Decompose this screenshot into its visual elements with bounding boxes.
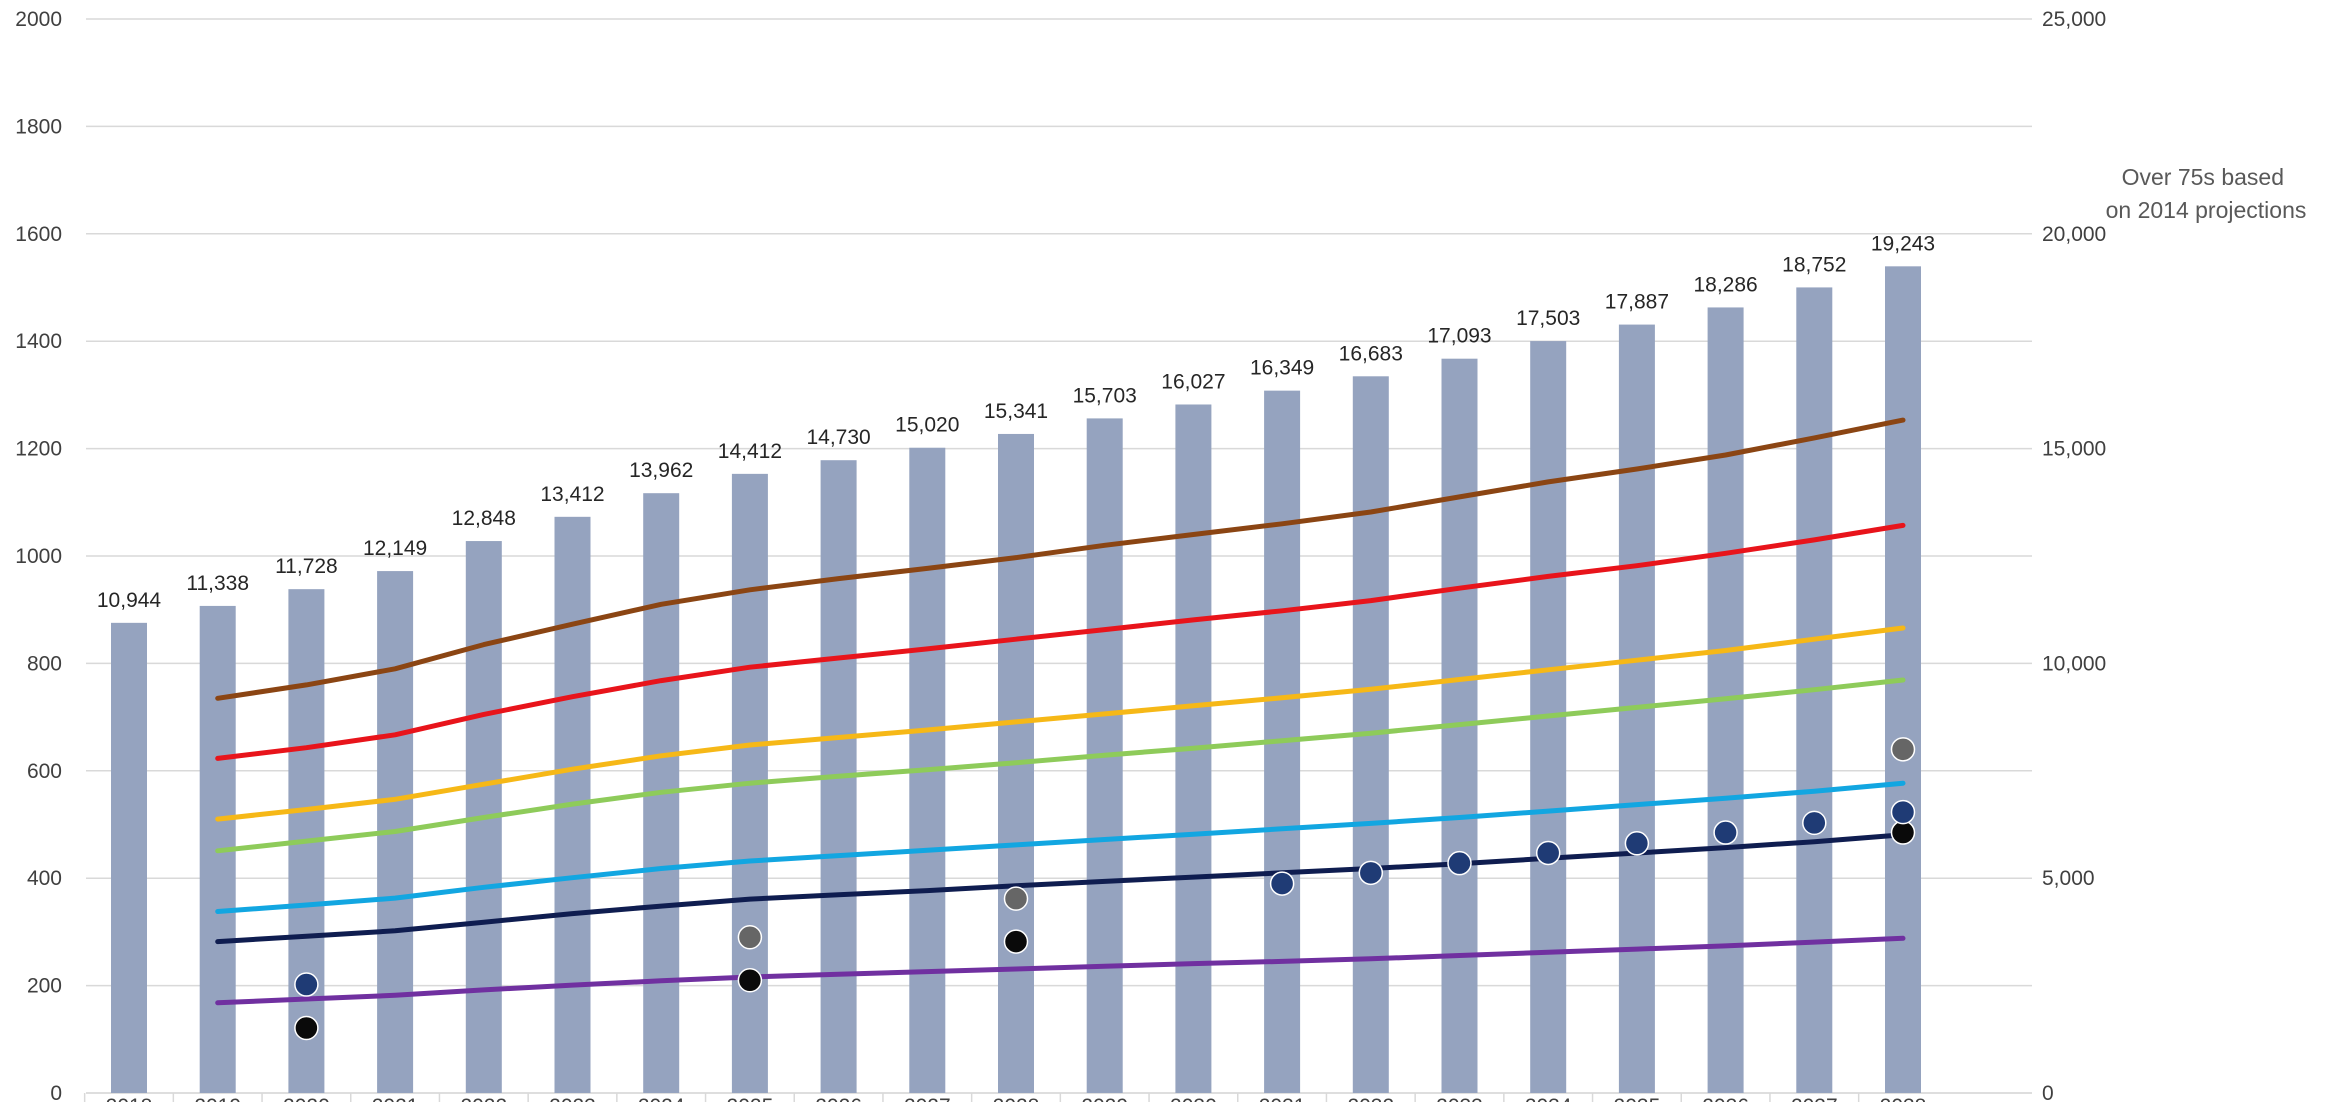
- y2-axis-title-line-1: Over 75s based: [2122, 164, 2284, 190]
- bar-data-label: 17,093: [1427, 325, 1491, 348]
- y-tick-label: 1000: [15, 545, 62, 568]
- bar-data-label: 12,149: [363, 537, 427, 560]
- marker-point: [1713, 820, 1738, 845]
- x-tick-label: 2019: [194, 1095, 241, 1102]
- bar-data-label: 13,962: [629, 459, 693, 482]
- marker-point: [294, 1015, 319, 1041]
- y-axis-right-ticks: 0 5,000 10,000 15,000 20,000 25,000: [2042, 8, 2106, 1102]
- marker-point: [1624, 831, 1650, 856]
- marker-series: [294, 737, 1916, 1041]
- series-line: [215, 522, 1906, 761]
- x-tick-label: 2020: [283, 1095, 330, 1102]
- bar-data-label: 14,730: [806, 426, 870, 449]
- bar-data-label: 11,728: [275, 555, 338, 578]
- x-tick-label: 2034: [1525, 1095, 1572, 1102]
- marker-point: [1890, 820, 1916, 845]
- series-line: [215, 417, 1906, 701]
- bar-data-label: 13,412: [540, 483, 604, 506]
- marker-point: [737, 925, 763, 950]
- y2-tick-label: 25,000: [2042, 8, 2106, 31]
- bar-data-label: 15,703: [1073, 384, 1137, 407]
- bar-data-label: 15,341: [984, 400, 1048, 423]
- marker-point: [1447, 850, 1472, 876]
- bar: [111, 622, 147, 1093]
- bar-data-label: 18,286: [1693, 273, 1757, 296]
- series-line: [215, 780, 1906, 914]
- marker-point: [1890, 799, 1916, 825]
- y-tick-label: 200: [27, 975, 62, 998]
- y2-tick-label: 15,000: [2042, 438, 2106, 461]
- marker-point: [737, 967, 763, 993]
- y-tick-label: 1200: [15, 438, 62, 461]
- bar-data-label: 18,752: [1782, 253, 1846, 276]
- bar-data-label: 17,887: [1605, 291, 1669, 314]
- x-tick-label: 2032: [1347, 1095, 1394, 1102]
- bar-data-label: 16,349: [1250, 357, 1314, 380]
- x-tick-label: 2033: [1436, 1095, 1483, 1102]
- bar-data-label: 15,020: [895, 414, 959, 437]
- y-tick-label: 800: [27, 652, 62, 675]
- marker-point: [1003, 886, 1029, 911]
- y-axis-left-ticks: 0 200 400 600 800 1000 1200 1400 1600 1800 2000: [15, 8, 62, 1102]
- marker-point: [1535, 840, 1561, 866]
- x-tick-label: 2021: [372, 1095, 419, 1102]
- bar-data-label: 11,338: [186, 572, 249, 595]
- series-line: [215, 625, 1906, 822]
- x-tick-label: 2023: [549, 1095, 596, 1102]
- line-series: [215, 417, 1906, 1006]
- bar-data-label: 19,243: [1871, 232, 1935, 255]
- y-tick-label: 2000: [15, 8, 62, 31]
- x-tick-label: 2025: [727, 1095, 774, 1102]
- marker-point: [294, 972, 319, 997]
- y2-tick-label: 0: [2042, 1082, 2054, 1102]
- marker-point: [1802, 810, 1827, 836]
- bar-data-label: 14,412: [718, 440, 782, 463]
- x-tick-label: 2036: [1702, 1095, 1749, 1102]
- y2-axis-title-line-2: on 2014 projections: [2106, 197, 2307, 223]
- x-tick-label: 2035: [1614, 1095, 1661, 1102]
- x-tick-label: 2038: [1880, 1095, 1927, 1102]
- series-line: [215, 832, 1906, 945]
- x-tick-label: 2022: [460, 1095, 507, 1102]
- y-tick-label: 1600: [15, 223, 62, 246]
- marker-point: [1269, 871, 1295, 896]
- marker-point: [1358, 860, 1384, 886]
- marker-point: [1003, 929, 1029, 954]
- x-tick-label: 2030: [1170, 1095, 1217, 1102]
- bar-data-labels: 10,944 11,338 11,728 12,149 12,848 13,412 13,9…: [97, 232, 1935, 612]
- bar-data-label: 17,503: [1516, 307, 1580, 330]
- x-tick-label: 2026: [815, 1095, 862, 1102]
- y-tick-label: 0: [50, 1082, 62, 1102]
- bar-data-label: 16,027: [1161, 370, 1225, 393]
- x-tick-label: 2028: [993, 1095, 1040, 1102]
- y-tick-label: 1800: [15, 115, 62, 138]
- x-tick-label: 2024: [638, 1095, 685, 1102]
- series-line: [215, 935, 1906, 1006]
- x-axis-ticks: 2018 2019 2020 2021 2022 2023 2024 2025 2026 2027…: [83, 1093, 1927, 1102]
- marker-point: [1890, 737, 1916, 762]
- bar-data-label: 12,848: [452, 507, 516, 530]
- y-tick-label: 400: [27, 867, 62, 890]
- y-tick-label: 600: [27, 760, 62, 783]
- x-tick-label: 2027: [904, 1095, 951, 1102]
- x-tick-label: 2018: [106, 1095, 153, 1102]
- bar-data-label: 16,683: [1339, 342, 1403, 365]
- y2-tick-label: 20,000: [2042, 223, 2106, 246]
- y2-tick-label: 10,000: [2042, 652, 2106, 675]
- bar-data-label: 10,944: [97, 589, 162, 612]
- x-tick-label: 2029: [1081, 1095, 1128, 1102]
- y2-tick-label: 5,000: [2042, 867, 2095, 890]
- series-line: [215, 677, 1906, 854]
- y2-axis-title: Over 75s based on 2014 projections: [2106, 164, 2307, 223]
- x-tick-label: 2037: [1791, 1095, 1838, 1102]
- y-tick-label: 1400: [15, 330, 62, 353]
- x-tick-label: 2031: [1259, 1095, 1306, 1102]
